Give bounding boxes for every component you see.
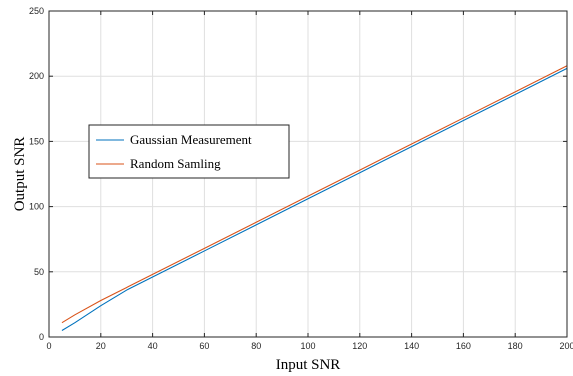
grid-lines (49, 11, 567, 337)
x-axis-ticks: 0 20 40 60 80 100 120 140 160 180 200 (46, 11, 573, 351)
x-tick-label: 20 (96, 341, 106, 351)
x-axis-title: Input SNR (276, 357, 341, 373)
y-tick-label: 50 (34, 267, 44, 277)
x-tick-label: 200 (559, 341, 573, 351)
series-line-2 (61, 65, 568, 324)
y-tick-label: 150 (29, 136, 44, 146)
x-tick-label: 60 (199, 341, 209, 351)
series-layer (61, 65, 568, 331)
y-tick-label: 250 (29, 6, 44, 16)
y-tick-label: 200 (29, 71, 44, 81)
x-tick-label: 100 (300, 341, 315, 351)
x-tick-label: 180 (508, 341, 523, 351)
x-tick-label: 40 (148, 341, 158, 351)
x-tick-label: 140 (404, 341, 419, 351)
y-axis-ticks: 0 50 100 150 200 250 (29, 6, 567, 342)
legend: Gaussian Measurement Random Samling (88, 124, 290, 179)
x-tick-label: 120 (352, 341, 367, 351)
x-tick-label: 80 (251, 341, 261, 351)
y-tick-label: 0 (39, 332, 44, 342)
y-axis-title: Output SNR (12, 137, 28, 212)
x-tick-label: 160 (456, 341, 471, 351)
legend-box (88, 124, 290, 179)
series-line-1 (61, 67, 568, 331)
legend-label-2: Random Samling (130, 156, 221, 171)
x-tick-label: 0 (46, 341, 51, 351)
y-tick-label: 100 (29, 202, 44, 212)
legend-label-1: Gaussian Measurement (130, 132, 252, 147)
